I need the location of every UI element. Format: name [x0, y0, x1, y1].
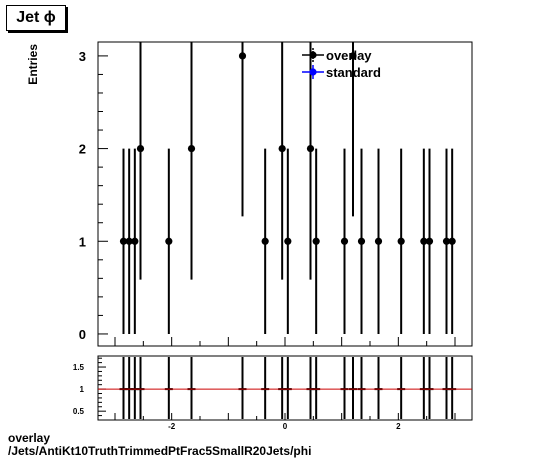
data-point: [238, 52, 247, 60]
data-point: [420, 237, 428, 245]
footer-caption: overlay /Jets/AntiKt10TruthTrimmedPtFrac…: [8, 432, 311, 458]
main-plot-border: [97, 41, 473, 347]
data-point: [442, 237, 451, 245]
data-point: [448, 237, 456, 245]
y-axis-label: Entries: [26, 44, 40, 85]
data-point: [349, 52, 357, 60]
legend: overlay standard: [302, 48, 381, 80]
ratio-x-tick-label: 2: [396, 422, 401, 431]
data-point: [261, 237, 269, 245]
legend-label: overlay: [326, 48, 372, 63]
main-plot-marks: [119, 42, 456, 334]
data-point: [340, 237, 349, 245]
data-point: [125, 237, 133, 245]
y-tick-label: 1: [79, 234, 86, 249]
ratio-x-tick-label: -2: [168, 422, 176, 431]
data-point: [374, 237, 383, 245]
data-point: [119, 237, 128, 245]
data-point: [312, 237, 320, 245]
ratio-y-tick-label: 1.5: [73, 363, 85, 372]
ratio-plot-ticks: 0.5 1 1.5 -2 0 2: [73, 357, 456, 431]
ratio-x-tick-label: 0: [283, 422, 288, 431]
ratio-y-tick-label: 1: [80, 385, 85, 394]
ratio-y-tick-label: 0.5: [73, 407, 85, 416]
data-point: [357, 237, 366, 245]
main-plot-ticks: 0 1 2 3: [79, 49, 456, 346]
footer-line-2: /Jets/AntiKt10TruthTrimmedPtFrac5SmallR2…: [8, 444, 312, 458]
footer-line-1: overlay: [8, 431, 51, 445]
y-tick-label: 2: [79, 142, 86, 157]
data-point: [425, 237, 434, 245]
data-point: [278, 144, 286, 153]
legend-marker: [309, 68, 317, 76]
legend-label: standard: [326, 65, 381, 80]
y-tick-label: 3: [79, 49, 86, 64]
data-point: [187, 144, 196, 153]
data-point: [284, 237, 292, 245]
ratio-plot-border: [97, 355, 473, 421]
y-tick-label: 0: [79, 327, 86, 342]
data-point: [136, 144, 145, 153]
data-point: [131, 237, 139, 245]
legend-marker: [309, 51, 317, 59]
ratio-plot-marks: [98, 357, 472, 419]
histogram-title: Jet ϕ: [6, 5, 66, 31]
ratio-plot-frame: [97, 355, 473, 421]
data-point: [165, 237, 173, 245]
main-plot-frame: [97, 41, 473, 347]
data-point: [397, 237, 405, 245]
data-point: [306, 144, 315, 153]
